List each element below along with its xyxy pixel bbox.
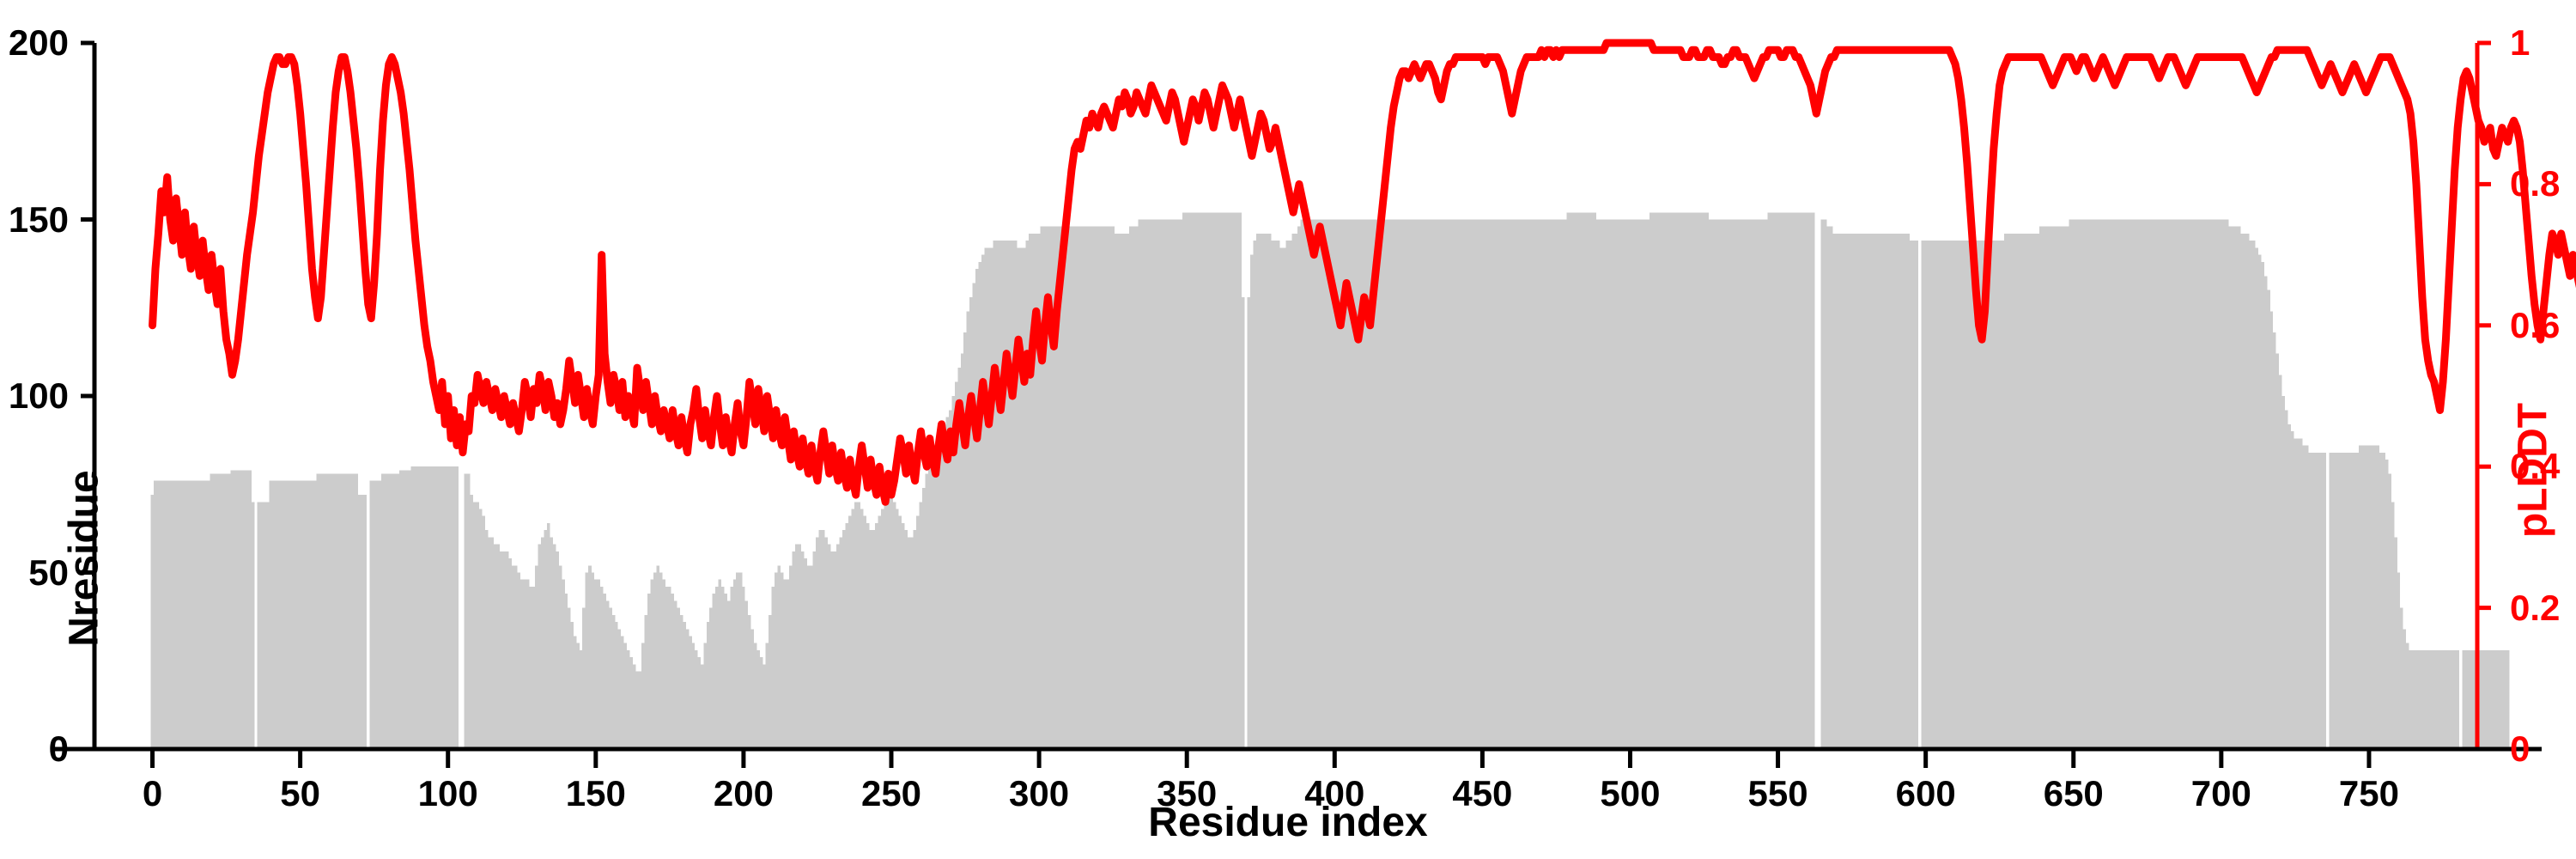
x-axis-tick-label: 700	[2190, 773, 2251, 813]
plddt-line	[149, 39, 2576, 506]
x-axis-tick-label: 0	[142, 773, 163, 813]
right-axis-tick-label: 0.2	[2510, 587, 2561, 628]
x-axis-tick-label: 50	[280, 773, 320, 813]
x-axis-tick-label: 750	[2338, 773, 2399, 813]
right-axis-tick-label: 0	[2510, 728, 2530, 769]
right-axis-tick-label: 1	[2510, 22, 2530, 63]
x-axis-tick-label: 350	[1157, 773, 1218, 813]
x-axis-tick-label: 150	[565, 773, 626, 813]
left-axis-tick-label: 150	[8, 198, 69, 240]
left-axis-tick-label: 50	[28, 551, 69, 593]
x-axis-tick-label: 500	[1600, 773, 1661, 813]
right-axis	[2475, 40, 2491, 752]
bottom-axis	[52, 746, 2542, 768]
x-axis-title: Residue index	[1148, 800, 1428, 845]
x-axis-tick-label: 650	[2043, 773, 2104, 813]
x-axis-tick-label: 400	[1304, 773, 1365, 813]
left-axis-tick-label: 0	[48, 728, 69, 769]
left-axis-tick-label: 100	[8, 375, 69, 416]
nresidue-bars	[150, 212, 2510, 750]
x-axis-tick-label: 250	[860, 773, 922, 813]
x-axis-tick-label: 100	[417, 773, 478, 813]
x-axis-tick-label: 200	[713, 773, 774, 813]
right-axis-tick-label: 0.4	[2510, 446, 2561, 487]
x-axis-tick-label: 300	[1009, 773, 1070, 813]
right-axis-tick-label: 0.6	[2510, 304, 2561, 345]
left-axis-tick-label: 200	[8, 22, 69, 63]
right-axis-tick-label: 0.8	[2510, 163, 2561, 204]
x-axis-tick-label: 550	[1747, 773, 1808, 813]
x-axis-tick-label: 600	[1895, 773, 1956, 813]
x-axis-tick-label: 450	[1452, 773, 1513, 813]
